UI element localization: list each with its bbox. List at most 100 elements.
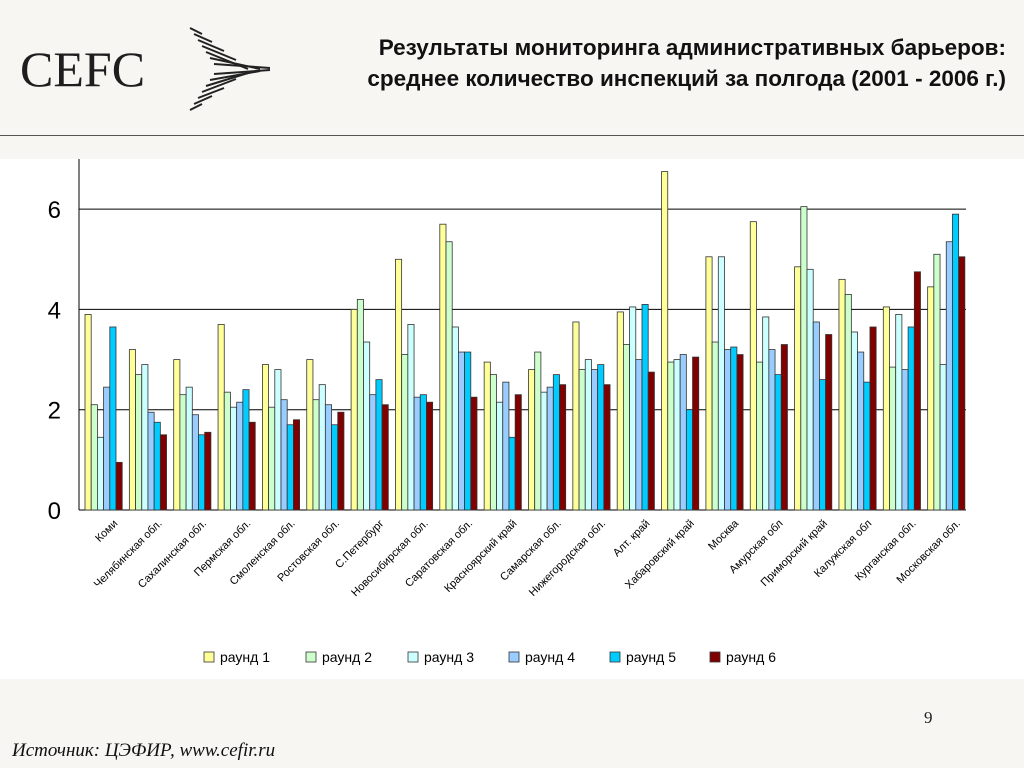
bar <box>546 386 554 511</box>
legend-label: раунд 3 <box>424 649 474 665</box>
bar <box>825 334 833 511</box>
bar <box>350 309 358 511</box>
bar <box>381 404 389 511</box>
bar <box>661 171 669 511</box>
bar <box>439 223 447 511</box>
bar <box>84 314 92 511</box>
legend-label: раунд 6 <box>726 649 776 665</box>
header-divider <box>0 135 1024 136</box>
bar <box>882 306 890 511</box>
bar <box>457 351 465 511</box>
bar <box>945 241 953 511</box>
slide-title: Результаты мониторинга административных … <box>367 35 1006 91</box>
x-tick-label: Новосибирская обл. <box>349 518 430 599</box>
bar <box>647 371 655 511</box>
logo-arrow-icon <box>189 27 271 111</box>
bar <box>141 364 149 511</box>
bar <box>780 344 788 511</box>
bar <box>730 346 738 511</box>
y-tick-label: 0 <box>48 498 61 525</box>
bar <box>768 349 776 511</box>
bar <box>109 326 117 511</box>
legend-swatch <box>203 651 215 663</box>
bar <box>889 366 897 511</box>
bar <box>198 434 206 511</box>
bar <box>179 394 187 511</box>
bar <box>286 424 294 511</box>
bar <box>597 364 605 511</box>
bar <box>869 326 877 511</box>
bar <box>97 436 105 511</box>
bar <box>470 396 478 511</box>
bar <box>800 206 808 511</box>
bar <box>159 434 167 511</box>
y-tick-label: 6 <box>48 197 61 224</box>
slide-header: CEFC Результаты мониторинга администрати… <box>0 0 1024 136</box>
bar <box>191 414 199 511</box>
bar <box>958 256 966 511</box>
bar <box>508 436 516 511</box>
bar <box>623 344 631 511</box>
bar <box>306 359 314 511</box>
bar <box>261 364 269 511</box>
legend-swatch <box>508 651 520 663</box>
x-tick-label: Москва <box>706 517 742 553</box>
bar <box>135 374 143 511</box>
page-number: 9 <box>924 708 933 727</box>
bar <box>578 369 586 511</box>
bar <box>337 411 345 511</box>
bar <box>850 331 858 511</box>
bar <box>667 361 675 511</box>
bar <box>774 374 782 511</box>
bar <box>762 316 770 511</box>
bar <box>185 386 193 511</box>
bar <box>153 421 161 511</box>
bar <box>413 396 421 511</box>
bar <box>629 306 637 511</box>
bar <box>838 278 846 511</box>
bar <box>514 394 522 511</box>
bar <box>331 424 339 511</box>
bar <box>419 394 427 511</box>
bar <box>603 384 611 511</box>
bar <box>230 406 238 511</box>
bar <box>794 266 802 511</box>
bar <box>312 399 320 511</box>
bar <box>863 381 871 511</box>
bar <box>483 361 491 511</box>
bar <box>248 421 256 511</box>
x-tick-label: Коми <box>93 518 120 545</box>
bar <box>724 349 732 511</box>
legend-swatch <box>709 651 721 663</box>
bar <box>673 359 681 511</box>
bar <box>679 354 687 511</box>
legend-label: раунд 4 <box>525 649 575 665</box>
bar <box>907 326 915 511</box>
bar <box>857 351 865 511</box>
legend-label: раунд 1 <box>220 649 270 665</box>
bar <box>464 351 472 511</box>
bar <box>572 321 580 511</box>
y-tick-label: 4 <box>48 297 61 324</box>
bar <box>692 356 700 511</box>
bar <box>635 359 643 511</box>
bar <box>356 298 364 511</box>
bar <box>913 271 921 511</box>
bar <box>844 293 852 511</box>
bar <box>451 326 459 511</box>
bar <box>236 401 244 511</box>
bar <box>268 406 276 511</box>
bar <box>445 241 453 511</box>
bar <box>540 391 548 511</box>
cefc-logo: CEFC <box>20 41 146 97</box>
bar <box>223 391 231 511</box>
bar <box>90 404 98 511</box>
bar <box>641 304 649 511</box>
y-tick-label: 2 <box>48 398 61 425</box>
bar <box>280 399 288 511</box>
bar <box>534 351 542 511</box>
bar <box>103 386 111 511</box>
bar <box>115 461 123 511</box>
bar <box>489 374 497 511</box>
source-note: Источник: ЦЭФИР, www.cefir.ru <box>12 740 276 761</box>
